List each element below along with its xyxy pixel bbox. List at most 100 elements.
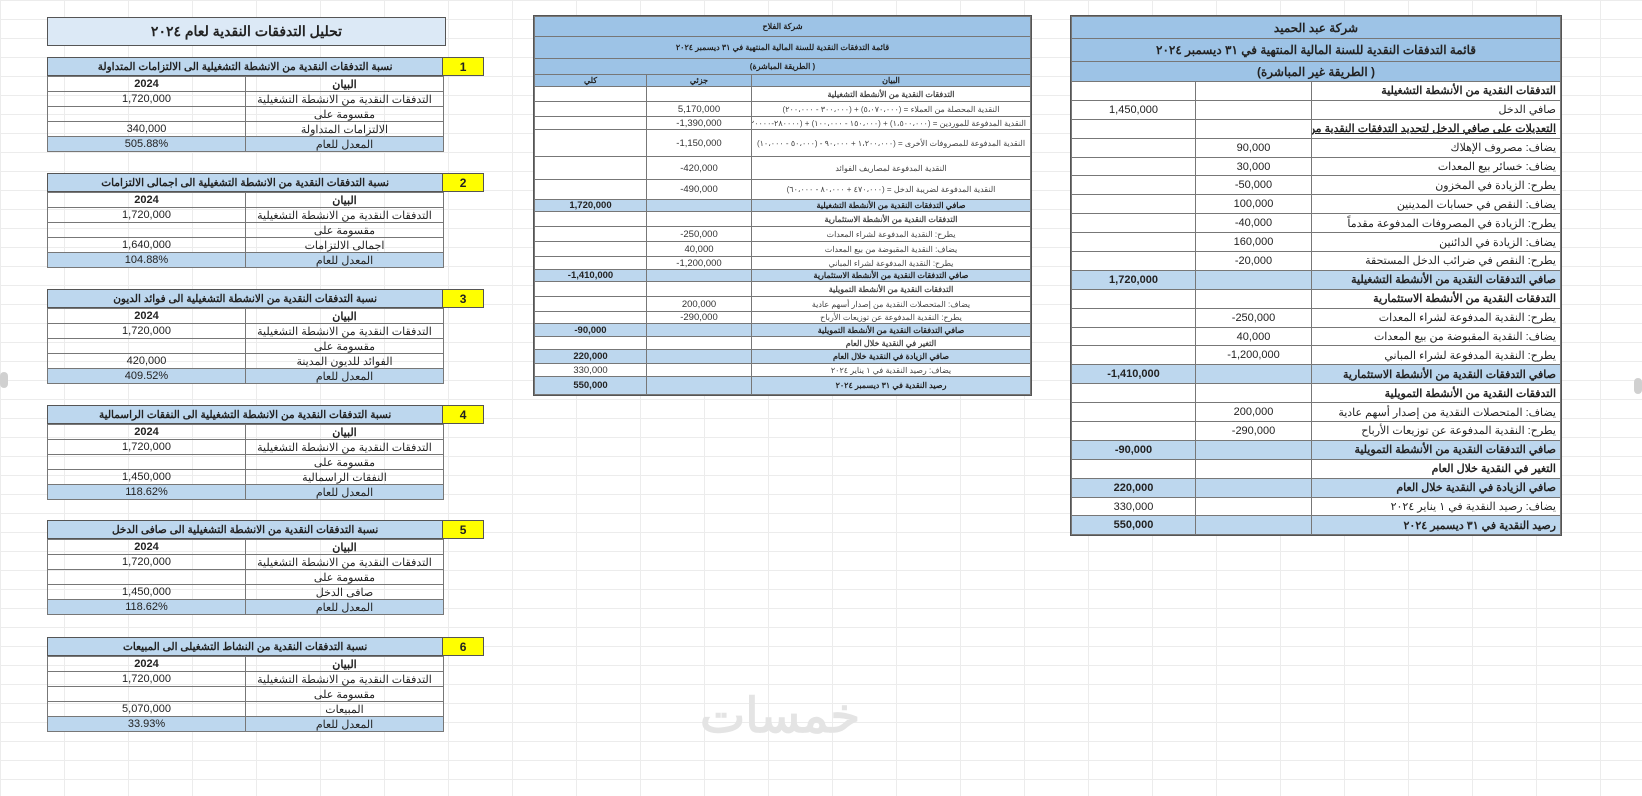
row-value: 5,070,000 [47, 701, 246, 717]
scroll-handle-right[interactable] [1634, 378, 1642, 394]
statement-row: التدفقات النقدية من الأنشطة الاستثمارية [534, 211, 1031, 227]
table-row: 5,070,000 المبيعات [47, 701, 444, 717]
row-label: يطرح: النقدية المدفوعة لشراء المباني [751, 256, 1031, 270]
partial-value [646, 336, 752, 350]
row-label: التدفقات النقدية من الانشطة التشغيلية [245, 91, 444, 107]
scroll-handle-left[interactable] [0, 372, 8, 388]
statement-row: التدفقات النقدية من الأنشطة الاستثمارية [1071, 288, 1561, 309]
statement-row: -1,410,000 صافي التدفقات النقدية من الأنش… [1071, 364, 1561, 385]
ratio-section: نسبة التدفقات النقدية من الانشطة التشغيل… [47, 57, 484, 152]
table-row: 1,720,000 التدفقات النقدية من الانشطة الت… [47, 323, 444, 339]
total-value: 1,720,000 [534, 199, 647, 212]
row-label: التعديلات على صافي الدخل لتحديد التدفقات… [1311, 118, 1561, 139]
partial-value [646, 323, 752, 337]
section-number-badge: 1 [442, 57, 484, 76]
row-label: المعدل للعام [245, 136, 444, 152]
statement-row: 40,000 يضاف: النقدية المقبوضة من بيع المع… [534, 241, 1031, 257]
row-value: 505.88% [47, 136, 246, 152]
table-row: 1,720,000 التدفقات النقدية من الانشطة الت… [47, 554, 444, 570]
statement-row: التغير في النقدية خلال العام [534, 336, 1031, 350]
table-row: مقسومة على [47, 222, 444, 238]
row-label: يضاف: النقدية المقبوضة من بيع المعدات [1311, 326, 1561, 347]
column-header-description: البيان [245, 308, 444, 324]
row-label: صافي التدفقات النقدية من الأنشطة التشغيل… [1311, 269, 1561, 290]
row-value: 1,640,000 [47, 237, 246, 253]
row-value: 1,720,000 [47, 323, 246, 339]
method-label: ( الطريقة المباشرة) [534, 58, 1031, 75]
row-label: رصيد النقدية في ٣١ ديسمبر ٢٠٢٤ [1311, 515, 1561, 536]
table-row: مقسومة على [47, 338, 444, 354]
partial-value: 160,000 [1195, 232, 1312, 253]
statement-title: قائمة التدفقات النقدية للسنة المالية الم… [534, 36, 1031, 59]
section-number-badge: 3 [442, 289, 484, 308]
table-header-row: 2024 البيان [47, 76, 444, 92]
ratio-section: نسبة التدفقات النقدية من النشاط التشغيلى… [47, 637, 484, 732]
section-header: نسبة التدفقات النقدية من الانشطة التشغيل… [47, 57, 484, 76]
statement-row: -250,000 يطرح: النقدية المدفوعة لشراء الم… [1071, 307, 1561, 328]
partial-value: -1,150,000 [646, 129, 752, 157]
row-label: النقدية المدفوعة للمصروفات الأخرى = (١،٢… [751, 129, 1031, 157]
row-label: يضاف: رصيد النقدية في ١ يناير ٢٠٢٤ [1311, 496, 1561, 517]
total-value [1071, 251, 1196, 271]
partial-value [646, 363, 752, 377]
section-number-badge: 6 [442, 637, 484, 656]
partial-value: -50,000 [1195, 175, 1312, 196]
statement-row: -1,200,000 يطرح: النقدية المدفوعة لشراء ا… [534, 256, 1031, 270]
row-label: التدفقات النقدية من الأنشطة الاستثمارية [751, 211, 1031, 227]
total-value: 220,000 [1071, 477, 1196, 498]
row-label: مقسومة على [245, 686, 444, 702]
statement-row: 220,000 صافي الزيادة في النقدية خلال العا… [1071, 477, 1561, 498]
total-value: 1,450,000 [1071, 99, 1196, 120]
total-value [534, 296, 647, 312]
total-value [534, 336, 647, 350]
partial-value: -1,200,000 [646, 256, 752, 270]
partial-value [1195, 118, 1312, 139]
row-label: التدفقات النقدية من الأنشطة التمويلية [1311, 383, 1561, 404]
statement-row: 1,720,000 صافي التدفقات النقدية من الأنشط… [1071, 269, 1561, 290]
table-header-row: 2024 البيان [47, 656, 444, 672]
row-label: صافى الدخل [245, 584, 444, 600]
statement-row: 220,000 صافي الزيادة في النقدية خلال العا… [534, 349, 1031, 364]
partial-value [1195, 496, 1312, 517]
total-value: 220,000 [534, 349, 647, 364]
statement-row: 5,170,000 النقدية المحصلة من العملاء = (٥… [534, 101, 1031, 117]
ratio-section: نسبة التدفقات النقدية من الانشطة التشغيل… [47, 289, 484, 384]
row-label: المعدل للعام [245, 368, 444, 384]
statement-row: 330,000 يضاف: رصيد النقدية في ١ يناير ٢٠٢… [1071, 496, 1561, 517]
table-row: 505.88% المعدل للعام [47, 136, 444, 152]
partial-value: 40,000 [646, 241, 752, 257]
statement-row: التدفقات النقدية من الأنشطة التمويلية [534, 281, 1031, 297]
statement-row: 550,000 رصيد النقدية في ٣١ ديسمبر ٢٠٢٤ [1071, 515, 1561, 536]
row-label: التدفقات النقدية من الأنشطة الاستثمارية [1311, 288, 1561, 309]
table-row: مقسومة على [47, 106, 444, 122]
partial-value [646, 269, 752, 282]
total-value: 330,000 [534, 363, 647, 377]
table-row: مقسومة على [47, 569, 444, 585]
row-label: يطرح: النقدية المدفوعة لشراء المباني [1311, 345, 1561, 366]
row-label: صافي التدفقات النقدية من الأنشطة التمويل… [751, 323, 1031, 337]
total-value [534, 86, 647, 102]
ratio-section: نسبة التدفقات النقدية من الانشطة التشغيل… [47, 405, 484, 500]
partial-value: 100,000 [1195, 194, 1312, 215]
total-value [534, 281, 647, 297]
row-label: التغير في النقدية خلال العام [751, 336, 1031, 350]
row-value: 104.88% [47, 252, 246, 268]
row-label: يضاف: النقص في حسابات المدينين [1311, 194, 1561, 215]
section-number-badge: 2 [442, 173, 484, 192]
row-label: المعدل للعام [245, 484, 444, 500]
row-label: النقدية المدفوعة لضريبة الدخل = (٤٧٠،٠٠٠… [751, 179, 1031, 200]
statement-row: 330,000 يضاف: رصيد النقدية في ١ يناير ٢٠٢… [534, 363, 1031, 377]
row-value [47, 222, 246, 238]
total-value [1071, 213, 1196, 234]
total-value [534, 101, 647, 117]
total-value [534, 311, 647, 324]
row-label: التدفقات النقدية من الانشطة التشغيلية [245, 207, 444, 223]
statement-row: 200,000 يضاف: المتحصلات النقدية من إصدار … [1071, 402, 1561, 423]
partial-value: -250,000 [1195, 307, 1312, 328]
row-label: يضاف: الزيادة في الدائنين [1311, 232, 1561, 253]
section-header: نسبة التدفقات النقدية من الانشطة التشغيل… [47, 520, 484, 539]
table-row: 1,720,000 التدفقات النقدية من الانشطة الت… [47, 207, 444, 223]
section-title: نسبة التدفقات النقدية من الانشطة التشغيل… [47, 405, 443, 424]
row-label: اجمالى الالتزامات [245, 237, 444, 253]
row-label: النقدية المحصلة من العملاء = (٥،٠٧٠،٠٠٠)… [751, 101, 1031, 117]
